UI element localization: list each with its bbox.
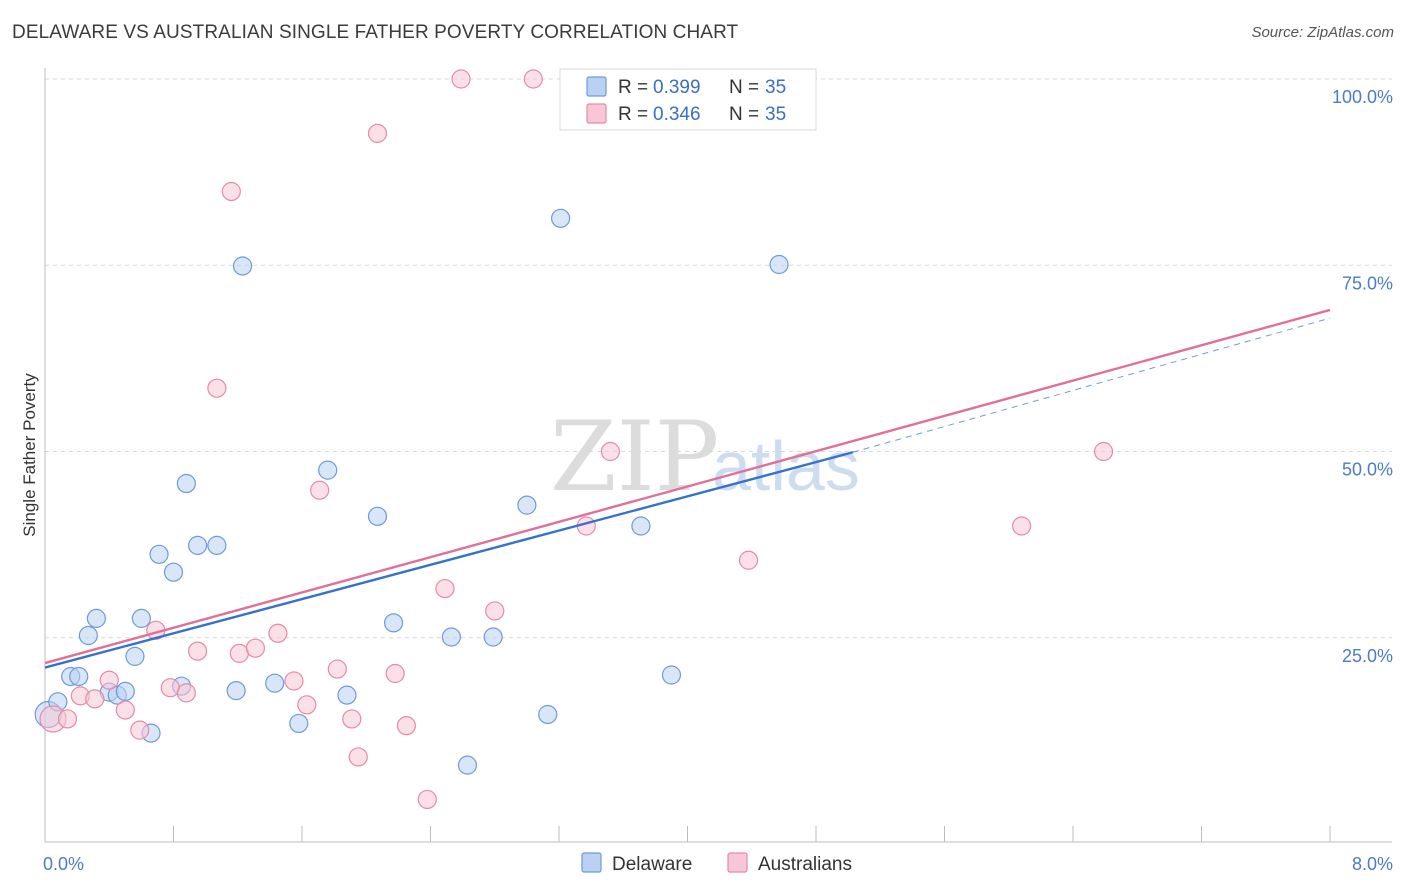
delaware-point <box>367 506 388 526</box>
australians-point <box>435 578 455 599</box>
australians-point <box>85 689 105 709</box>
bottom-legend-label-australians: Australians <box>758 854 852 875</box>
legend-r-label-delaware: R = <box>618 77 648 98</box>
delaware-point <box>318 460 338 480</box>
y-axis-title: Single Father Poverty <box>20 373 39 537</box>
grid-lines <box>45 78 1392 639</box>
bottom-legend: Delaware Australians <box>581 852 852 875</box>
chart-source: Source: ZipAtlas.com <box>1251 24 1394 41</box>
legend: R = 0.399 N = 35 R = 0.346 N = 35 <box>559 68 817 131</box>
australians-point <box>221 181 241 202</box>
australians-point <box>284 671 304 691</box>
australians-point <box>600 441 621 462</box>
delaware-point <box>78 625 98 646</box>
australians-point <box>57 709 78 729</box>
delaware-point <box>69 666 89 687</box>
legend-n-value-australians: 35 <box>765 104 786 125</box>
delaware-point <box>187 535 208 555</box>
delaware-point <box>517 495 537 515</box>
bottom-legend-label-delaware: Delaware <box>612 854 692 875</box>
delaware-point <box>538 704 558 725</box>
australians-point <box>207 378 227 398</box>
delaware-trend-extension <box>852 317 1331 453</box>
delaware-point <box>86 608 107 628</box>
watermark-zip: ZIP <box>550 401 719 513</box>
australians-point <box>245 638 266 658</box>
australians-point <box>268 623 288 643</box>
australians-point <box>297 695 317 715</box>
australians-point <box>523 69 543 89</box>
legend-r-label-australians: R = <box>618 104 648 125</box>
legend-swatch-australians <box>586 103 607 124</box>
australians-point <box>1093 441 1114 462</box>
australians-point <box>327 659 347 679</box>
australians-point <box>451 69 471 89</box>
australians-point <box>485 601 505 621</box>
australians-point <box>99 670 119 690</box>
australians-point <box>310 480 330 500</box>
legend-n-label-australians: N = <box>729 104 759 125</box>
delaware-point <box>769 254 789 275</box>
delaware-point <box>265 673 285 693</box>
australians-point <box>130 720 150 740</box>
australians-point <box>160 678 180 698</box>
delaware-point <box>551 208 571 228</box>
legend-swatch-delaware <box>586 76 607 97</box>
y-tick-label: 50.0% <box>1342 460 1393 480</box>
australians-trendline <box>44 308 1331 665</box>
legend-r-value-delaware: 0.399 <box>653 77 701 98</box>
watermark: ZIP atlas <box>550 401 860 513</box>
delaware-point <box>457 755 478 775</box>
australians-point <box>385 663 405 684</box>
australians-point <box>1011 516 1032 536</box>
delaware-point <box>232 256 253 276</box>
delaware-point <box>131 608 151 628</box>
delaware-point <box>383 613 404 633</box>
delaware-point <box>115 681 135 701</box>
delaware-point <box>337 685 357 705</box>
delaware-point <box>176 473 196 494</box>
chart-title: DELAWARE VS AUSTRALIAN SINGLE FATHER POV… <box>12 22 739 43</box>
australians-point <box>396 716 417 736</box>
australians-point <box>348 747 368 767</box>
x-axis-ticks <box>44 826 1331 842</box>
delaware-point <box>441 627 461 647</box>
y-tick-label: 75.0% <box>1342 273 1393 293</box>
australians-point <box>115 700 135 720</box>
delaware-trendline <box>44 451 854 669</box>
bottom-legend-swatch-australians <box>727 852 748 873</box>
x-tick-label-min: 0.0% <box>43 854 84 874</box>
y-tick-label: 100.0% <box>1332 87 1393 107</box>
australians-point <box>229 643 249 663</box>
delaware-point <box>631 516 651 536</box>
delaware-point <box>661 665 682 685</box>
watermark-atlas: atlas <box>712 427 860 505</box>
delaware-point <box>289 713 309 734</box>
delaware-point <box>149 544 169 564</box>
legend-n-value-delaware: 35 <box>765 77 786 98</box>
x-tick-label-max: 8.0% <box>1352 854 1393 874</box>
australians-point <box>738 550 759 570</box>
australians-point <box>176 683 196 703</box>
delaware-point <box>483 627 503 647</box>
trendlines <box>44 308 1331 669</box>
delaware-point <box>125 646 145 666</box>
australians-point <box>342 709 362 729</box>
y-axis-tick-labels: 25.0% 50.0% 75.0% 100.0% <box>1332 87 1393 666</box>
delaware-point <box>226 681 246 701</box>
bottom-legend-swatch-delaware <box>581 852 602 873</box>
y-tick-label: 25.0% <box>1342 646 1393 666</box>
legend-r-value-australians: 0.346 <box>653 104 701 125</box>
australians-point <box>187 641 208 661</box>
delaware-point <box>207 535 227 555</box>
australians-point <box>417 789 437 810</box>
australians-point <box>367 123 388 143</box>
delaware-point <box>163 562 184 582</box>
legend-n-label-delaware: N = <box>729 77 759 98</box>
